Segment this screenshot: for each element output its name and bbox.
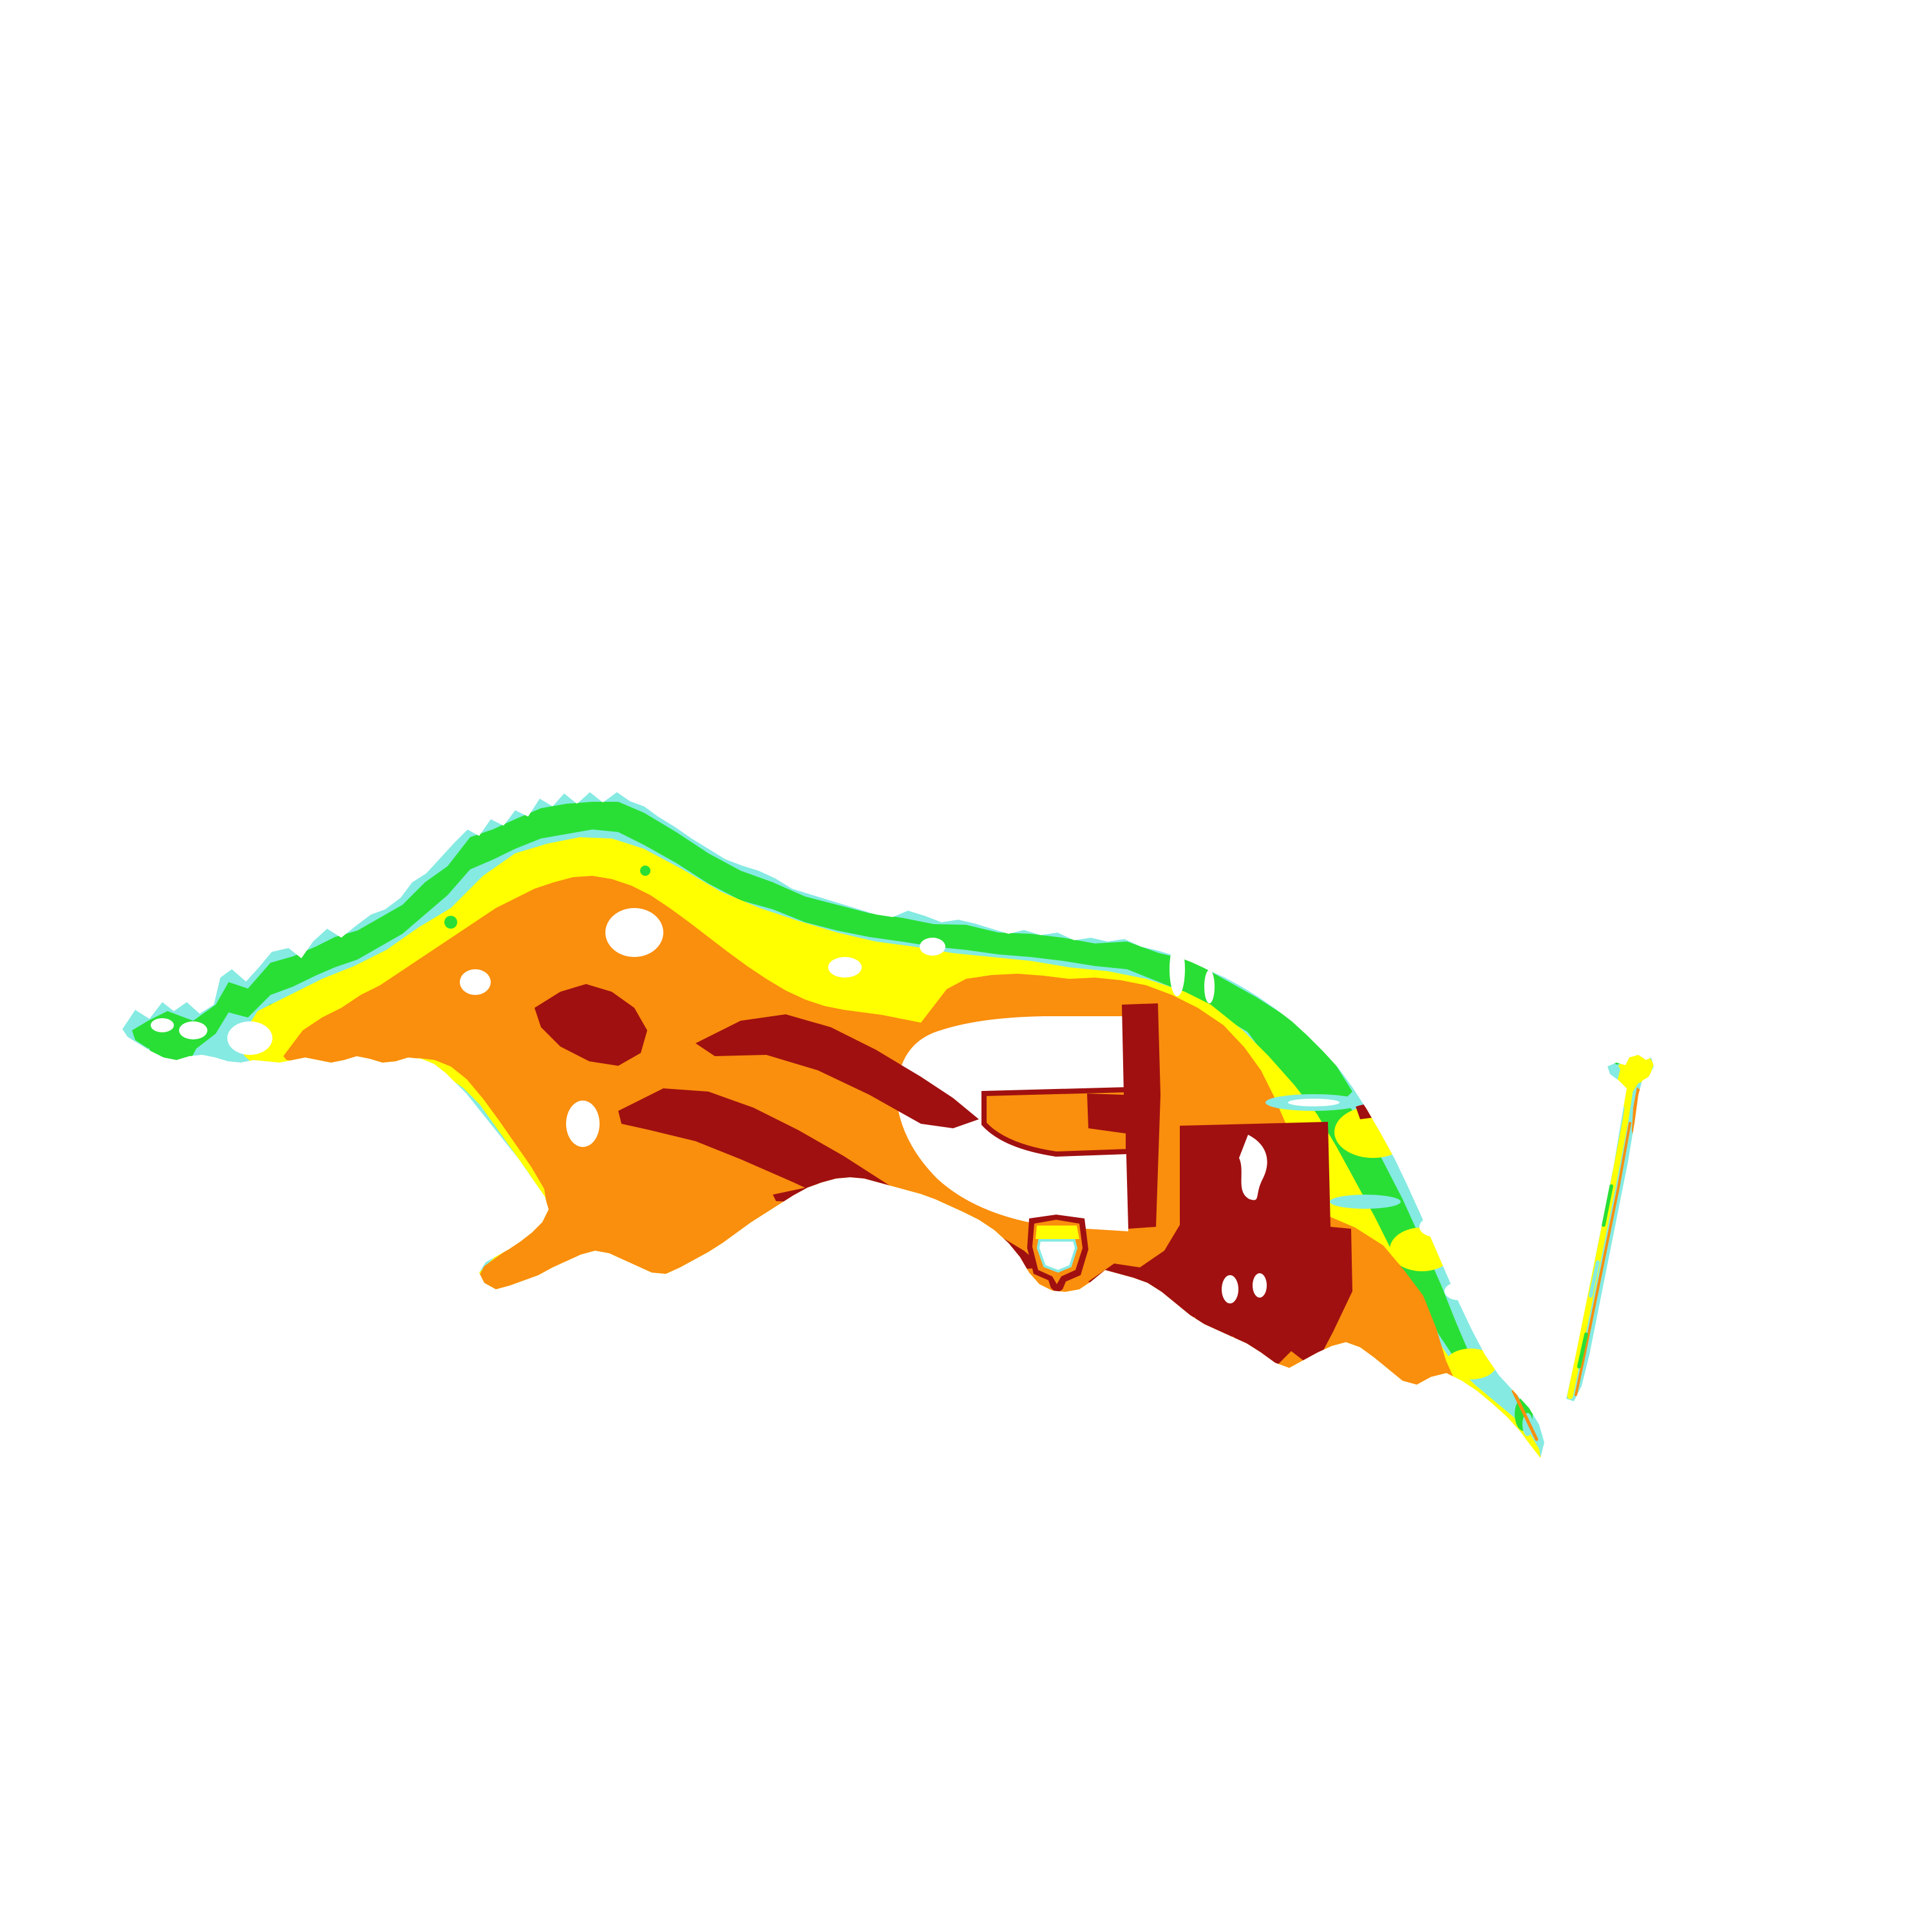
lagoon-white-center [1036, 1239, 1078, 1273]
northeast-darkred-dots [1385, 1021, 1423, 1124]
streak-hook-green-dot [1614, 1058, 1620, 1065]
northeast-orange-specks [1382, 1018, 1425, 1127]
map-layers [122, 792, 1654, 1458]
yellow-northeast-patches [1334, 1106, 1497, 1379]
streak-yellow-stripe [1567, 1084, 1634, 1399]
white-patches-in-dark [1222, 1135, 1267, 1303]
darkred-regions [535, 984, 1375, 1375]
streak-cyan-stripe [1589, 1260, 1600, 1298]
streak-green-stripes [1577, 1184, 1613, 1368]
lagoon-ring-yellow [1036, 1226, 1079, 1239]
tail-orange-edge [1511, 1389, 1539, 1441]
green-west-patches [146, 997, 304, 1064]
east-cyan-slivers [1265, 1094, 1401, 1209]
streak-orange-edge [1575, 1122, 1631, 1396]
green-north-band [132, 802, 1352, 1108]
east-white-sliver [1288, 1099, 1340, 1106]
